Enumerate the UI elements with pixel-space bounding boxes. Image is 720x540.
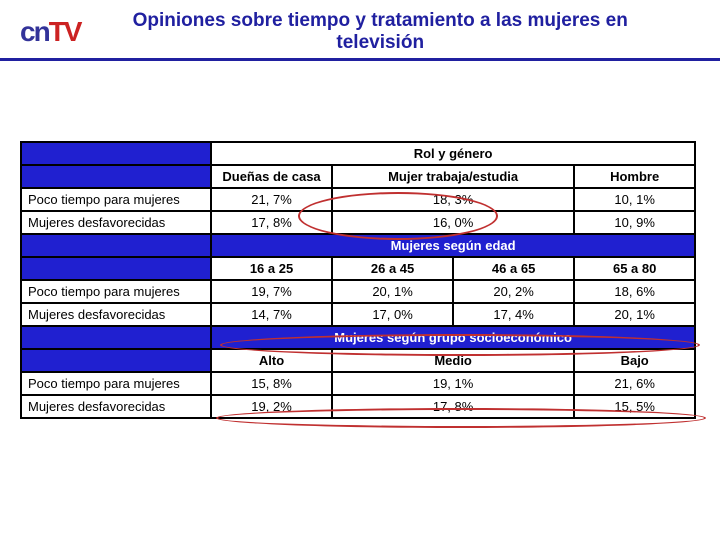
cell: 21, 7%	[211, 188, 332, 211]
table-row: Mujeres desfavorecidas 17, 8% 16, 0% 10,…	[21, 211, 695, 234]
cell: 17, 8%	[332, 395, 574, 418]
row-label: Mujeres desfavorecidas	[21, 395, 211, 418]
cell: 17, 8%	[211, 211, 332, 234]
logo-cn: cn	[20, 16, 49, 48]
cell: 14, 7%	[211, 303, 332, 326]
cell: 15, 8%	[211, 372, 332, 395]
corner-cell	[21, 234, 211, 257]
section3-cols-row: Alto Medio Bajo	[21, 349, 695, 372]
cell: 21, 6%	[574, 372, 695, 395]
section2-col: 16 a 25	[211, 257, 332, 280]
section3-header-row: Mujeres según grupo socioeconómico	[21, 326, 695, 349]
section1-cols-row: Dueñas de casa Mujer trabaja/estudia Hom…	[21, 165, 695, 188]
cell: 19, 1%	[332, 372, 574, 395]
cell: 16, 0%	[332, 211, 574, 234]
row-label: Mujeres desfavorecidas	[21, 211, 211, 234]
table-row: Mujeres desfavorecidas 14, 7% 17, 0% 17,…	[21, 303, 695, 326]
corner-cell	[21, 326, 211, 349]
section1-header: Rol y género	[211, 142, 695, 165]
row-label: Mujeres desfavorecidas	[21, 303, 211, 326]
section3-col: Alto	[211, 349, 332, 372]
logo: cn TV	[20, 16, 80, 48]
corner-cell	[21, 257, 211, 280]
section1-header-row: Rol y género	[21, 142, 695, 165]
table-row: Poco tiempo para mujeres 19, 7% 20, 1% 2…	[21, 280, 695, 303]
cell: 15, 5%	[574, 395, 695, 418]
cell: 20, 1%	[332, 280, 453, 303]
section1-col: Hombre	[574, 165, 695, 188]
section2-cols-row: 16 a 25 26 a 45 46 a 65 65 a 80	[21, 257, 695, 280]
section1-col: Dueñas de casa	[211, 165, 332, 188]
section2-header: Mujeres según edad	[211, 234, 695, 257]
cell: 10, 9%	[574, 211, 695, 234]
table-container: Rol y género Dueñas de casa Mujer trabaj…	[0, 61, 720, 419]
cell: 18, 6%	[574, 280, 695, 303]
section3-col: Medio	[332, 349, 574, 372]
corner-cell	[21, 349, 211, 372]
section2-col: 46 a 65	[453, 257, 574, 280]
table-row: Poco tiempo para mujeres 15, 8% 19, 1% 2…	[21, 372, 695, 395]
corner-cell	[21, 165, 211, 188]
data-table: Rol y género Dueñas de casa Mujer trabaj…	[20, 141, 696, 419]
cell: 17, 4%	[453, 303, 574, 326]
section2-col: 26 a 45	[332, 257, 453, 280]
section3-col: Bajo	[574, 349, 695, 372]
section2-header-row: Mujeres según edad	[21, 234, 695, 257]
header: cn TV Opiniones sobre tiempo y tratamien…	[0, 0, 720, 61]
logo-tv: TV	[49, 16, 81, 48]
table-row: Mujeres desfavorecidas 19, 2% 17, 8% 15,…	[21, 395, 695, 418]
cell: 20, 1%	[574, 303, 695, 326]
section3-header: Mujeres según grupo socioeconómico	[211, 326, 695, 349]
row-label: Poco tiempo para mujeres	[21, 188, 211, 211]
table-row: Poco tiempo para mujeres 21, 7% 18, 3% 1…	[21, 188, 695, 211]
section1-col: Mujer trabaja/estudia	[332, 165, 574, 188]
cell: 18, 3%	[332, 188, 574, 211]
page-title: Opiniones sobre tiempo y tratamiento a l…	[100, 10, 700, 54]
cell: 20, 2%	[453, 280, 574, 303]
row-label: Poco tiempo para mujeres	[21, 280, 211, 303]
cell: 10, 1%	[574, 188, 695, 211]
cell: 19, 2%	[211, 395, 332, 418]
cell: 17, 0%	[332, 303, 453, 326]
row-label: Poco tiempo para mujeres	[21, 372, 211, 395]
section2-col: 65 a 80	[574, 257, 695, 280]
cell: 19, 7%	[211, 280, 332, 303]
corner-cell	[21, 142, 211, 165]
